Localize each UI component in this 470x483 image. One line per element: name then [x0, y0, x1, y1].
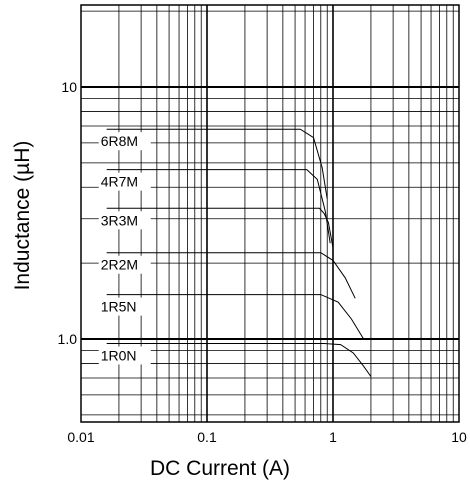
x-tick-label: 0.1: [197, 429, 217, 445]
series-label-2r2m: 2R2M: [101, 257, 138, 273]
series-label-bg: [98, 346, 151, 365]
series-label-bg: [98, 172, 151, 191]
series-line-1r5n: [106, 294, 365, 340]
series-label-bg: [98, 211, 151, 230]
series-line-1r0n: [106, 343, 372, 377]
series-line-4r7m: [106, 169, 331, 244]
y-axis-title: Inductance (µH): [11, 141, 34, 291]
series-label-1r5n: 1R5N: [101, 299, 137, 315]
x-axis-title: DC Current (A): [150, 457, 290, 480]
series-labels: 6R8M 4R7M 3R3M 2R2M 1R5N 1R0N: [98, 132, 151, 365]
x-tick-label: 1: [329, 429, 337, 445]
series-label-6r8m: 6R8M: [101, 133, 138, 149]
series-label-3r3m: 3R3M: [101, 212, 138, 228]
x-tick-label: 10: [451, 429, 467, 445]
series-line-2r2m: [106, 252, 356, 299]
series-label-bg: [98, 132, 151, 151]
series-label-1r0n: 1R0N: [101, 347, 137, 363]
series-label-bg: [98, 255, 151, 274]
axis-ticks: 0.01 0.1 1 10 1.0 10: [58, 79, 467, 445]
series-label-bg: [98, 297, 151, 316]
x-tick-label: 0.01: [67, 429, 94, 445]
series-line-3r3m: [106, 207, 334, 248]
series-line-6r8m: [106, 128, 328, 199]
series-curves: [106, 128, 372, 377]
plot-frame: [80, 4, 460, 423]
y-tick-label: 10: [61, 79, 77, 95]
y-tick-label: 1.0: [58, 331, 78, 347]
grid-lines: [81, 5, 459, 422]
series-label-4r7m: 4R7M: [101, 174, 138, 190]
